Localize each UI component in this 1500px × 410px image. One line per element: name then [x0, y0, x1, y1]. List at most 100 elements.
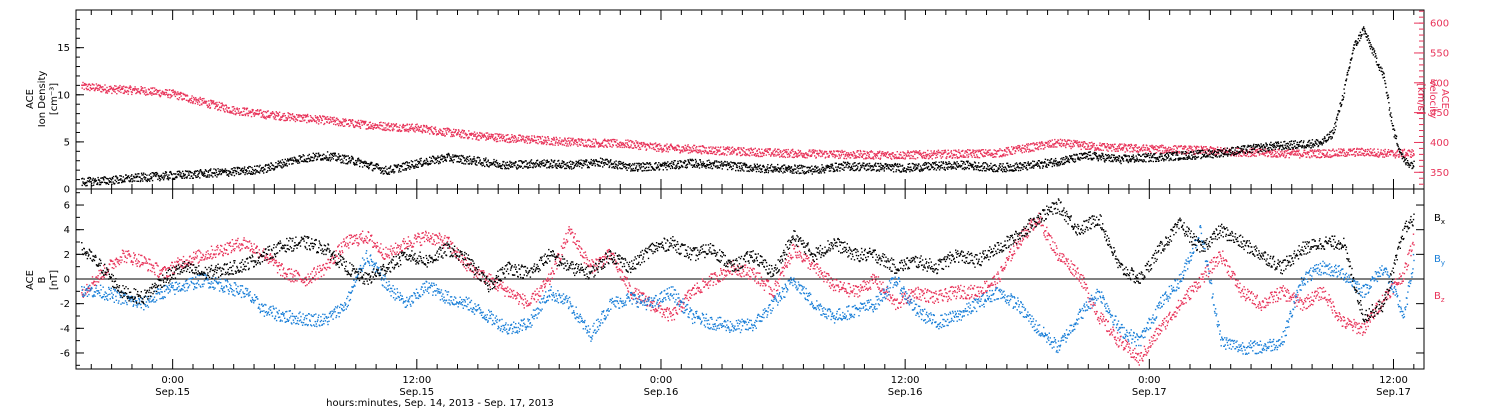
density-point — [687, 159, 689, 161]
velocity-point — [587, 139, 589, 141]
density-point — [201, 171, 203, 173]
velocity-point — [354, 126, 356, 128]
velocity-point — [215, 105, 218, 107]
density-point — [578, 165, 581, 168]
velocity-point — [1266, 155, 1269, 158]
velocity-point — [794, 151, 796, 153]
velocity-point — [475, 137, 478, 139]
velocity-point — [453, 135, 455, 137]
density-point — [453, 155, 456, 158]
density-point — [315, 155, 317, 157]
density-point — [352, 161, 355, 164]
velocity-point — [279, 119, 282, 121]
density-point — [680, 160, 682, 163]
velocity-point — [1172, 145, 1175, 148]
velocity-point — [172, 89, 174, 91]
velocity-point — [222, 104, 224, 106]
density-point — [655, 162, 657, 164]
velocity-point — [816, 150, 818, 152]
velocity-point — [1282, 154, 1284, 156]
density-point — [313, 157, 315, 159]
velocity-point — [1100, 149, 1102, 151]
velocity-point — [598, 142, 601, 145]
density-point — [470, 163, 473, 165]
density-point — [353, 163, 355, 165]
velocity-point — [517, 139, 519, 141]
velocity-point — [1244, 155, 1247, 157]
density-point — [738, 165, 741, 168]
velocity-point — [1183, 145, 1186, 147]
velocity-point — [807, 154, 810, 157]
velocity-point — [1346, 155, 1348, 157]
velocity-point — [982, 149, 984, 151]
density-point — [388, 173, 391, 175]
velocity-point — [600, 142, 603, 144]
velocity-point — [303, 114, 306, 117]
density-point — [272, 165, 275, 167]
density-point — [362, 161, 364, 163]
velocity-point — [276, 114, 278, 117]
density-point — [145, 177, 147, 179]
velocity-point — [407, 128, 409, 131]
velocity-point — [1155, 148, 1157, 150]
density-point — [750, 169, 753, 171]
density-point — [609, 160, 612, 162]
density-point — [306, 161, 309, 163]
velocity-point — [1341, 148, 1343, 151]
velocity-point — [1079, 143, 1082, 146]
velocity-point — [818, 152, 820, 155]
velocity-point — [1357, 148, 1360, 150]
velocity-point — [540, 138, 542, 140]
velocity-point — [176, 98, 179, 100]
velocity-point — [638, 142, 640, 145]
density-point — [727, 162, 729, 165]
velocity-point — [1065, 146, 1067, 149]
velocity-point — [123, 85, 125, 87]
velocity-point — [645, 148, 648, 150]
density-point — [748, 166, 750, 168]
density-point — [83, 182, 85, 185]
velocity-point — [1287, 152, 1289, 154]
velocity-point — [149, 92, 151, 94]
velocity-point — [193, 98, 196, 100]
velocity-point — [1032, 149, 1034, 151]
density-point — [481, 162, 483, 164]
density-point — [296, 159, 298, 161]
velocity-point — [284, 119, 286, 122]
density-point — [465, 157, 467, 159]
velocity-point — [432, 132, 434, 134]
velocity-point — [866, 152, 869, 154]
velocity-point — [1240, 155, 1242, 157]
density-point — [99, 181, 101, 184]
density-point — [160, 174, 163, 176]
velocity-point — [1052, 143, 1054, 145]
velocity-point — [1360, 148, 1362, 151]
velocity-point — [1276, 151, 1279, 153]
velocity-point — [910, 151, 912, 153]
velocity-point — [328, 118, 330, 120]
density-point — [177, 173, 180, 175]
density-point — [286, 165, 288, 167]
density-point — [637, 170, 639, 172]
velocity-point — [177, 92, 179, 95]
density-point — [687, 163, 689, 165]
velocity-point — [1169, 147, 1172, 149]
velocity-point — [586, 140, 589, 142]
density-point — [535, 161, 537, 164]
velocity-point — [246, 112, 248, 114]
density-point — [761, 171, 763, 173]
density-point — [302, 160, 304, 162]
velocity-point — [919, 150, 921, 152]
velocity-point — [810, 151, 812, 153]
density-point — [422, 163, 424, 165]
density-point — [621, 162, 623, 164]
velocity-point — [505, 138, 508, 140]
velocity-point — [260, 109, 262, 111]
density-point — [105, 177, 108, 180]
density-point — [241, 168, 243, 170]
velocity-point — [639, 146, 641, 149]
velocity-point — [83, 88, 85, 91]
velocity-point — [303, 120, 305, 122]
density-point — [548, 167, 551, 169]
density-point — [695, 160, 697, 162]
